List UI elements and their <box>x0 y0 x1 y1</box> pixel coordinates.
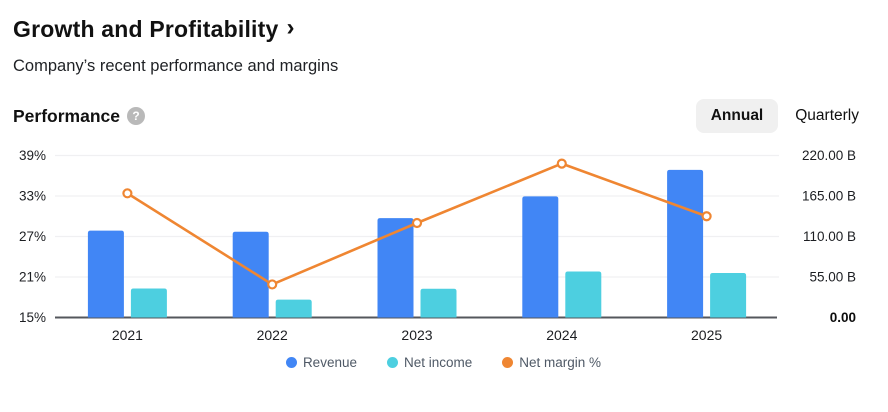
legend-item-revenue[interactable]: Revenue <box>285 355 357 370</box>
chart-legend: Revenue Net income Net margin % <box>13 355 874 370</box>
line-point-2022[interactable] <box>267 279 278 290</box>
net-income-dot-icon <box>386 357 398 368</box>
net-margin-dot-icon <box>502 357 514 368</box>
revenue-dot-icon <box>285 357 297 368</box>
performance-chart: 39% 220.00 B 33% 165.00 B 27% 110.00 B 21% 55.0… <box>19 148 856 343</box>
page-title: Growth and Profitability <box>13 16 279 42</box>
bar-net-income-2023[interactable] <box>420 288 457 318</box>
line-point-2021[interactable] <box>122 188 133 199</box>
line-point-2023[interactable] <box>411 217 423 229</box>
performance-title: Performance <box>13 105 120 126</box>
x-axis-label: 2023 <box>401 327 432 343</box>
left-axis-tick: 21% <box>19 270 46 285</box>
bar-net-income-2024[interactable] <box>565 271 602 318</box>
page-subtitle: Company’s recent performance and margins <box>13 57 339 75</box>
bar-net-income-2022[interactable] <box>275 299 312 318</box>
right-axis-tick: 55.00 B <box>809 270 856 285</box>
bar-net-income-2025[interactable] <box>710 272 747 318</box>
x-axis-label: 2021 <box>112 327 143 343</box>
left-axis-tick: 33% <box>19 189 46 204</box>
legend-item-net-income[interactable]: Net income <box>386 355 473 370</box>
line-point-2025[interactable] <box>701 211 712 222</box>
line-point-2024[interactable] <box>556 158 567 169</box>
annual-toggle-button[interactable]: Annual <box>695 99 779 133</box>
period-toggle: Annual Quarterly <box>695 99 874 133</box>
chart-container: 39% 220.00 B 33% 165.00 B 27% 110.00 B 21% 55.0… <box>0 140 888 350</box>
section-link-growth-profitability[interactable]: Growth and Profitability › <box>13 16 874 43</box>
bar-revenue-2023[interactable] <box>377 218 414 318</box>
bar-revenue-2024[interactable] <box>522 196 559 318</box>
left-axis-tick: 27% <box>19 229 46 244</box>
x-axis-label: 2022 <box>257 327 288 343</box>
help-icon[interactable]: ? <box>127 107 145 125</box>
left-axis-tick: 39% <box>19 148 46 163</box>
legend-label: Revenue <box>302 355 357 370</box>
bar-revenue-2025[interactable] <box>667 169 704 318</box>
chevron-right-icon: › <box>286 14 295 41</box>
legend-item-net-margin[interactable]: Net margin % <box>502 355 601 370</box>
bar-revenue-2022[interactable] <box>232 231 269 318</box>
right-axis-tick: 220.00 B <box>802 148 856 163</box>
quarterly-toggle-button[interactable]: Quarterly <box>780 99 874 133</box>
bar-revenue-2021[interactable] <box>87 230 124 318</box>
right-axis-tick: 165.00 B <box>802 189 856 204</box>
x-axis-label: 2025 <box>691 327 722 343</box>
legend-label: Net income <box>403 355 473 370</box>
x-axis-label: 2024 <box>546 327 577 343</box>
legend-label: Net margin % <box>519 355 602 370</box>
bar-net-income-2021[interactable] <box>130 288 167 318</box>
right-axis-tick: 110.00 B <box>803 229 856 244</box>
performance-header-row: Performance ? Annual Quarterly <box>13 98 874 134</box>
right-axis-tick: 0.00 <box>830 310 856 325</box>
left-axis-tick: 15% <box>19 310 46 325</box>
